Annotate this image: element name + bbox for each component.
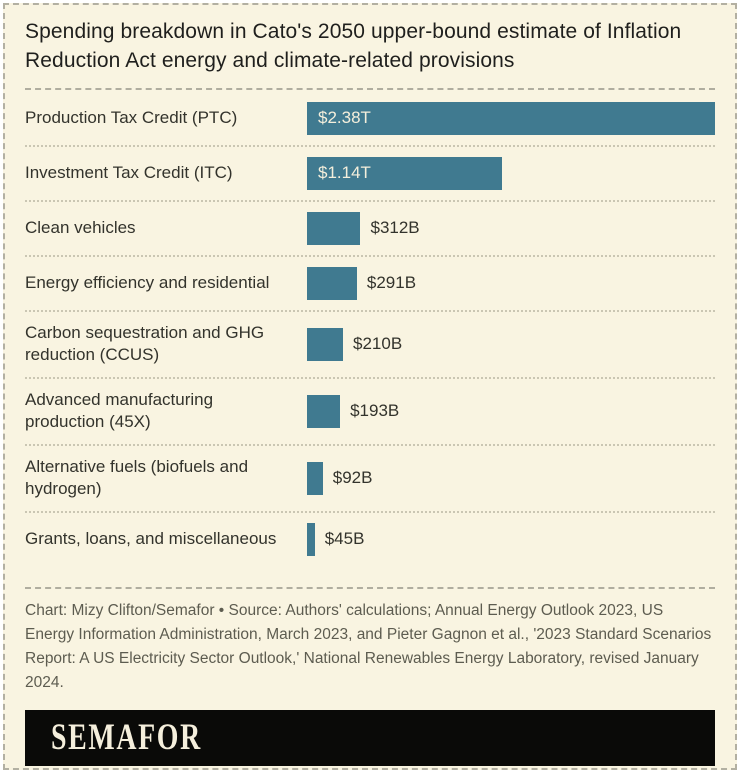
bar-chart: Production Tax Credit (PTC) $2.38T Inves…: [25, 92, 715, 566]
chart-card: Spending breakdown in Cato's 2050 upper-…: [3, 3, 737, 770]
chart-row: Advanced manufacturing production (45X) …: [25, 379, 715, 446]
category-label: Carbon sequestration and GHG reduction (…: [25, 322, 265, 365]
category-label: Investment Tax Credit (ITC): [25, 163, 233, 183]
value-label: $312B: [370, 218, 420, 238]
category-label: Grants, loans, and miscellaneous: [25, 528, 277, 548]
bar: [307, 522, 315, 556]
bar: [307, 101, 715, 135]
bar-track: $193B: [307, 394, 715, 428]
semafor-logo: SEMAFOR: [51, 717, 202, 758]
value-label: $45B: [324, 529, 365, 549]
value-label: $193B: [350, 401, 400, 421]
category-label: Energy efficiency and residential: [25, 273, 270, 293]
bar: [307, 211, 361, 245]
bar-track: $1.14T: [307, 156, 715, 190]
value-label: $2.38T: [318, 108, 371, 128]
chart-row: Clean vehicles $312B: [25, 202, 715, 257]
value-label: $1.14T: [318, 163, 371, 183]
chart-title: Spending breakdown in Cato's 2050 upper-…: [25, 20, 682, 72]
chart-row: Investment Tax Credit (ITC) $1.14T: [25, 147, 715, 202]
value-label: $291B: [366, 273, 417, 293]
bar-track: $291B: [307, 266, 715, 300]
category-label: Production Tax Credit (PTC): [25, 108, 238, 128]
semafor-banner: SEMAFOR: [25, 709, 715, 766]
bar: [307, 327, 343, 361]
bar: [307, 461, 323, 495]
chart-row: Energy efficiency and residential $291B: [25, 257, 715, 312]
bar-track: $210B: [307, 327, 715, 361]
bar-track: $2.38T: [307, 101, 715, 135]
bar: [307, 156, 503, 190]
bar-track: $92B: [307, 461, 715, 495]
bar: [307, 266, 357, 300]
chart-row: Production Tax Credit (PTC) $2.38T: [25, 92, 715, 147]
bar-track: $312B: [307, 211, 715, 245]
value-label: $92B: [332, 468, 373, 488]
chart-row: Carbon sequestration and GHG reduction (…: [25, 312, 715, 379]
bar: [307, 394, 341, 428]
footer-divider: [25, 586, 715, 589]
bar-track: $45B: [307, 522, 715, 556]
chart-row: Alternative fuels (biofuels and hydrogen…: [25, 446, 715, 513]
value-label: $210B: [353, 334, 403, 354]
category-label: Advanced manufacturing production (45X): [25, 389, 214, 432]
source-credits: Chart: Mizy Clifton/Semafor • Source: Au…: [25, 601, 712, 691]
category-label: Clean vehicles: [25, 218, 136, 238]
title-divider: [25, 87, 715, 90]
chart-row: Grants, loans, and miscellaneous $45B: [25, 513, 715, 566]
category-label: Alternative fuels (biofuels and hydrogen…: [25, 456, 249, 499]
